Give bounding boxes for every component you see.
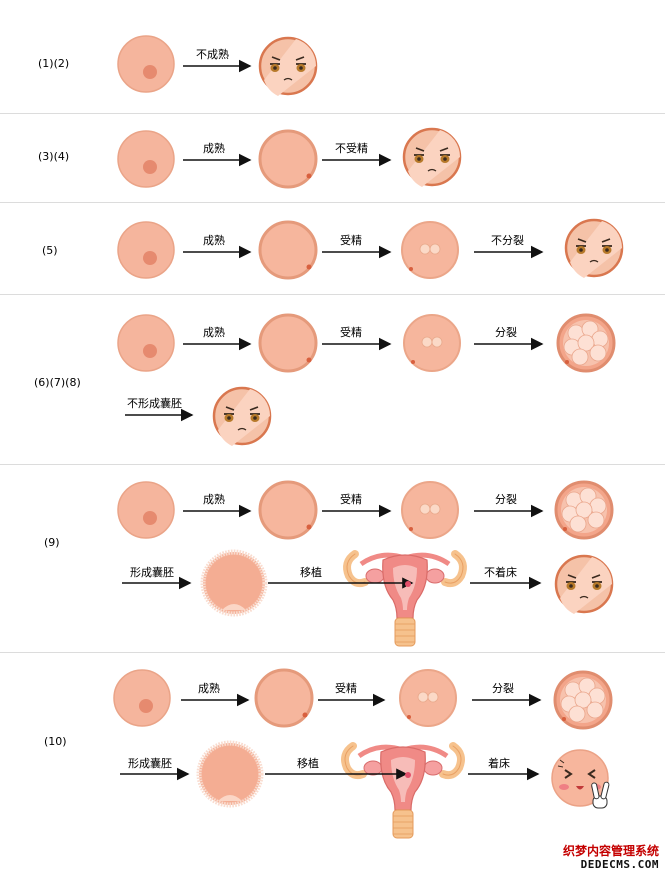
step-label-no-implant: 不着床: [484, 565, 517, 579]
row-label-1-2: (1)(2): [38, 57, 69, 70]
fertilized-egg: [401, 481, 459, 539]
step-label-divide: 分裂: [495, 326, 517, 339]
divided-embryo: [554, 480, 614, 540]
mature-egg: [258, 129, 318, 189]
row-label-3-4: (3)(4): [38, 150, 69, 163]
fertilized-egg: [403, 314, 461, 372]
mature-egg: [254, 668, 314, 728]
row-label-5: (5): [42, 244, 58, 257]
blastocyst: [199, 743, 261, 805]
immature-egg: [117, 35, 175, 93]
step-label-form-blastocyst: 形成囊胚: [130, 565, 174, 579]
step-label-fertilized: 受精: [340, 234, 362, 247]
step-label-form-blastocyst: 形成囊胚: [128, 756, 172, 770]
immature-egg: [113, 669, 171, 727]
step-label-fertilized: 受精: [340, 493, 362, 506]
embryo-dot: [405, 772, 411, 778]
step-label-divide: 分裂: [492, 682, 514, 695]
sad-face-icon: [212, 386, 272, 448]
row-label-9: (9): [44, 536, 60, 549]
step-label-transfer: 移植: [300, 565, 322, 579]
uterus-illustration: [347, 554, 463, 646]
immature-egg: [117, 314, 175, 372]
step-label-mature: 成熟: [203, 492, 225, 506]
sad-face-icon: [554, 554, 614, 616]
sad-face-icon: [402, 127, 462, 189]
mature-egg: [258, 313, 318, 373]
step-label-not-divide: 不分裂: [491, 234, 524, 247]
mature-egg: [258, 480, 318, 540]
step-label-mature: 成熟: [203, 325, 225, 339]
uterus-illustration: [345, 746, 461, 838]
step-label-divide: 分裂: [495, 493, 517, 506]
mature-egg: [258, 220, 318, 280]
watermark-cn: 织梦内容管理系统: [562, 844, 659, 858]
immature-egg: [117, 481, 175, 539]
step-label-not-mature: 不成熟: [196, 47, 229, 61]
step-label-not-fertilized: 不受精: [335, 142, 368, 155]
step-label-fertilized: 受精: [340, 326, 362, 339]
happy-face-peace-icon: [551, 749, 611, 809]
step-label-mature: 成熟: [198, 681, 220, 695]
step-label-no-blastocyst: 不形成囊胚: [127, 396, 182, 410]
step-label-fertilized: 受精: [335, 682, 357, 695]
blastocyst: [203, 552, 265, 614]
immature-egg: [117, 130, 175, 188]
divided-embryo: [553, 670, 613, 730]
sad-face-icon: [564, 218, 624, 280]
divided-embryo: [556, 313, 616, 373]
sad-face-icon: [258, 36, 318, 98]
step-label-mature: 成熟: [203, 141, 225, 155]
immature-egg: [117, 221, 175, 279]
step-label-implant: 着床: [488, 756, 510, 770]
row-label-10: (10): [44, 735, 67, 748]
step-label-transfer: 移植: [297, 756, 319, 770]
embryo-dot: [405, 581, 411, 587]
step-label-mature: 成熟: [203, 233, 225, 247]
row-label-6-7-8: (6)(7)(8): [34, 376, 81, 389]
fertilized-egg: [399, 669, 457, 727]
watermark-en: DEDECMS.COM: [580, 858, 659, 871]
fertilized-egg: [401, 221, 459, 279]
section-dividers: [0, 113, 665, 653]
